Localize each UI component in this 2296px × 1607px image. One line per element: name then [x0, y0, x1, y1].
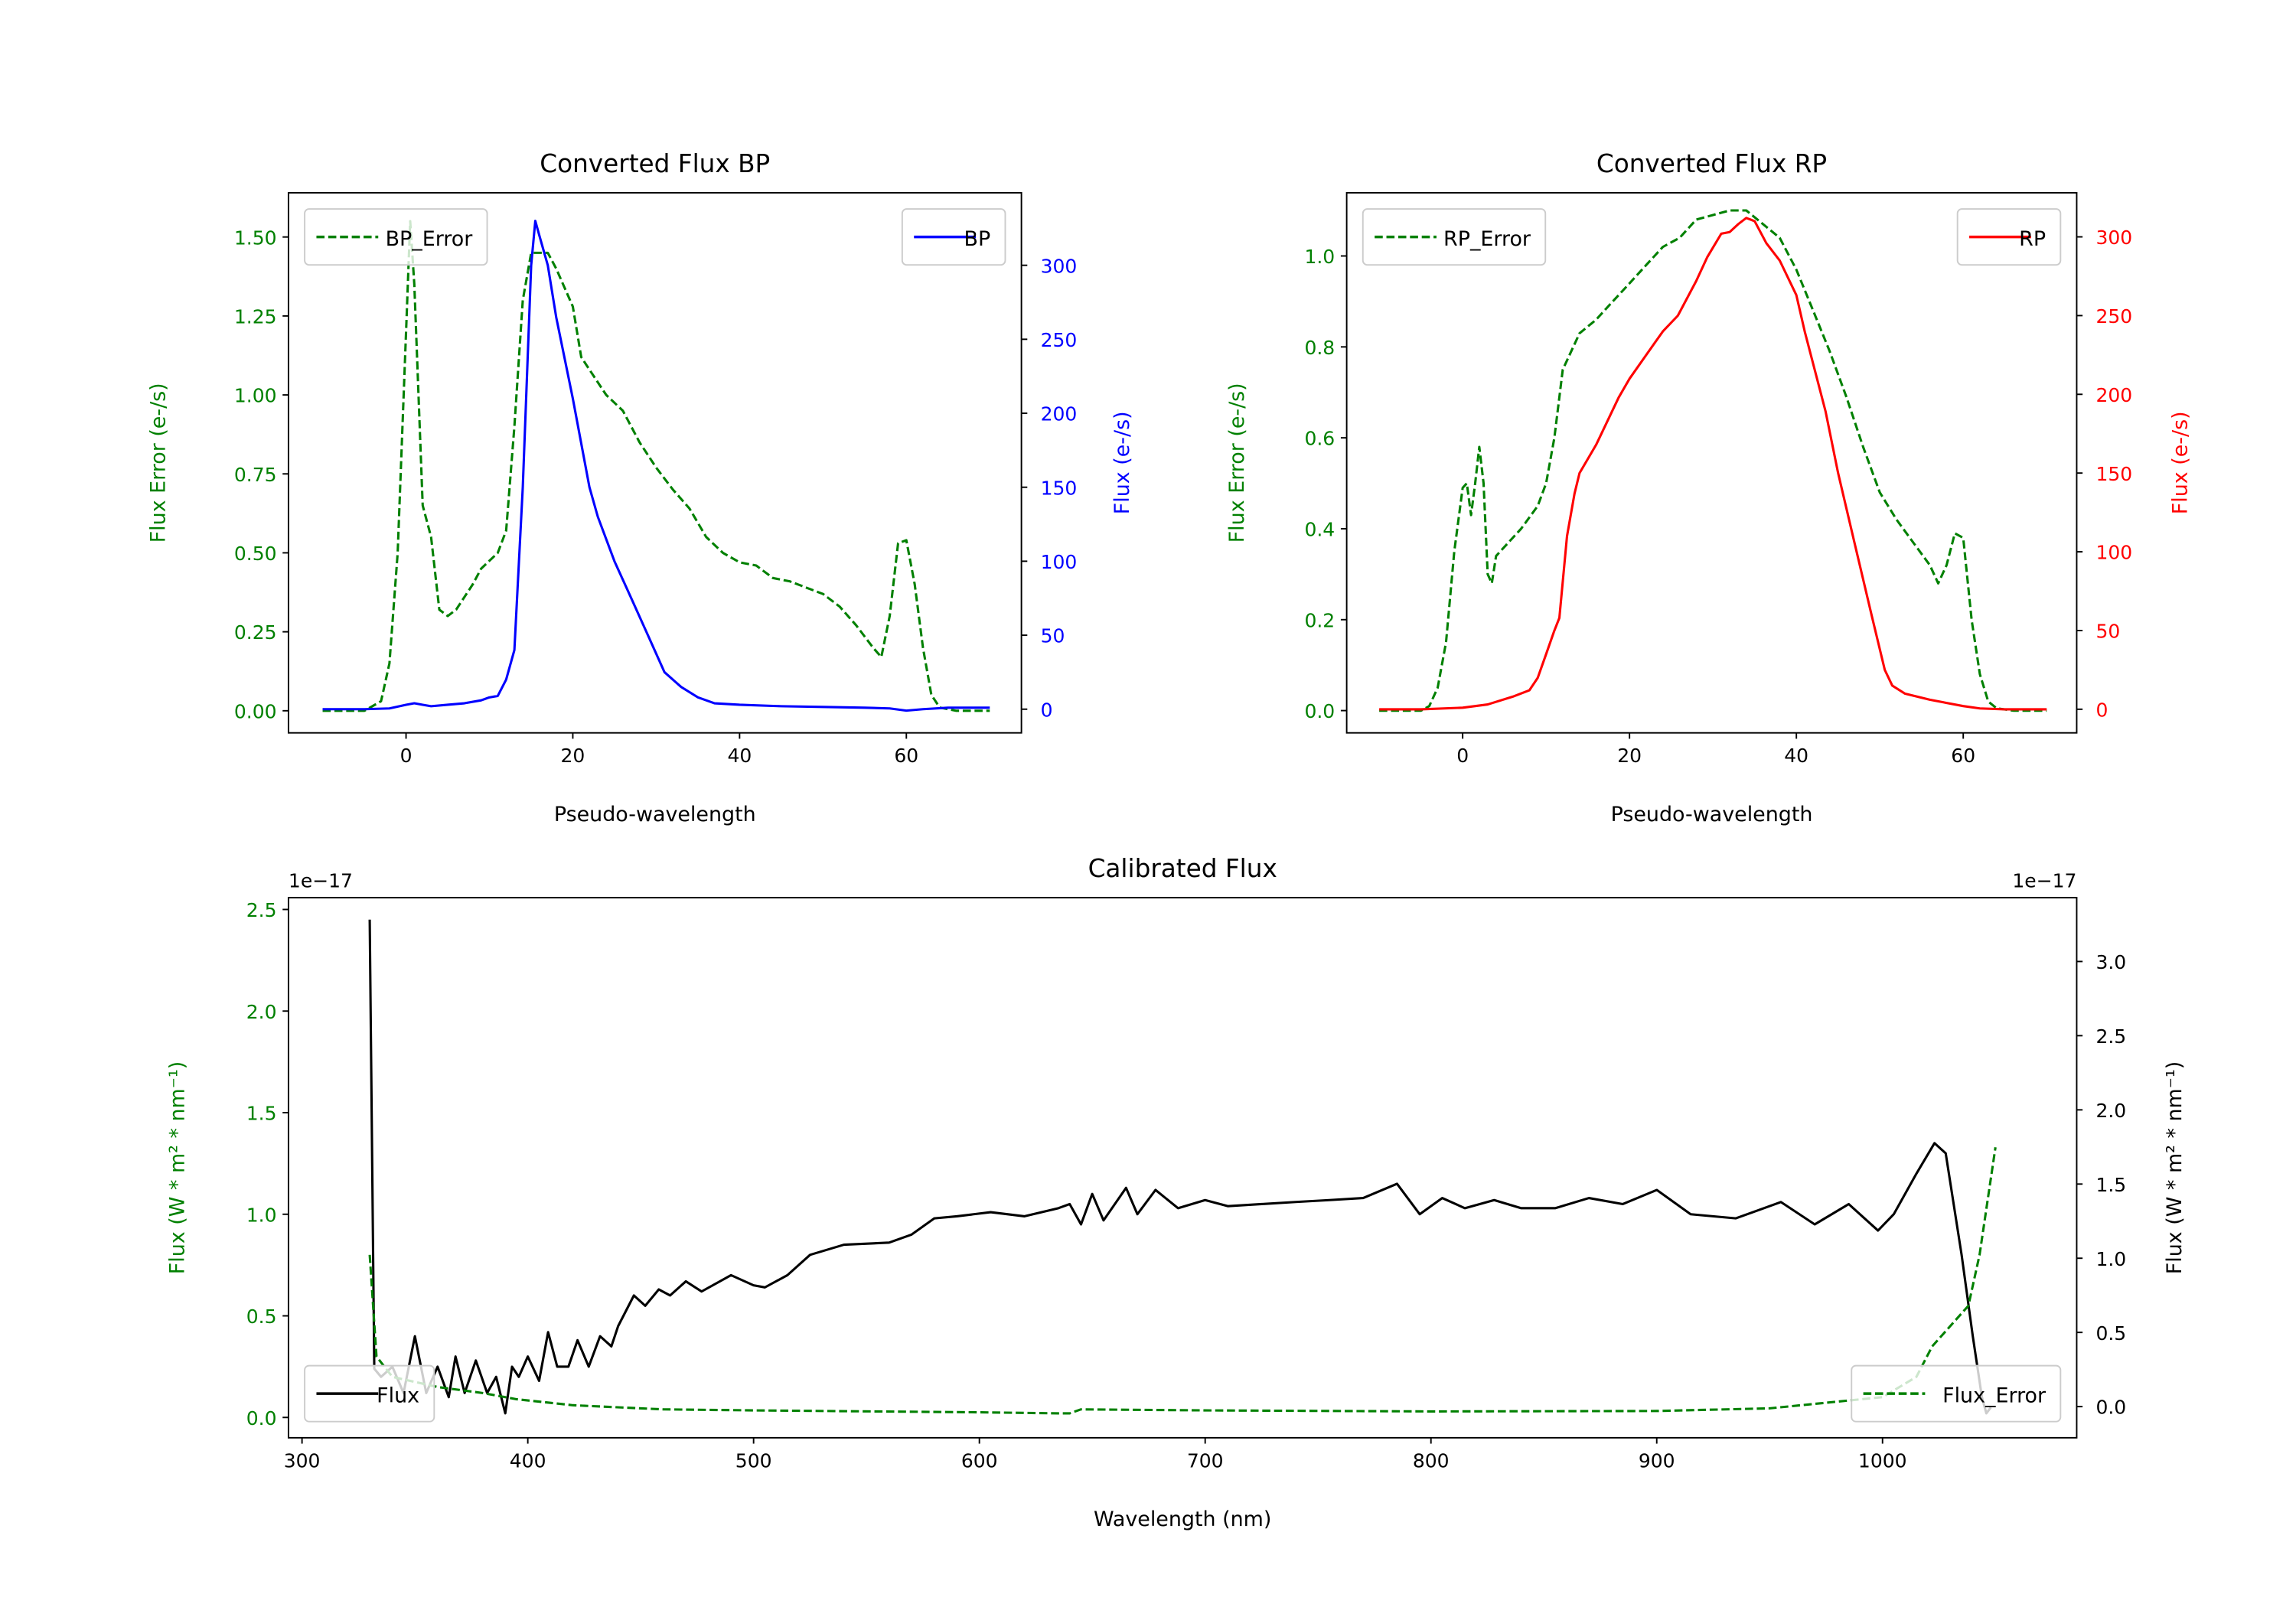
y-tick-label-right: 3.0 — [2095, 951, 2126, 973]
y-tick-label-right: 250 — [2095, 305, 2132, 328]
x-tick-label: 40 — [1784, 745, 1808, 767]
x-tick-label: 40 — [727, 745, 752, 767]
y-tick-label-left: 0.0 — [1304, 700, 1335, 722]
y-axis-label-left: Flux Error (e-/s) — [146, 383, 170, 543]
y-tick-label-right: 50 — [1041, 625, 1065, 647]
y-tick-label-right: 1.0 — [2095, 1248, 2126, 1270]
chart-panel-converted-flux-bp: 0 20 40 60 0.00 0.25 0.50 0.75 1.00 1.25 1.50 0 50 10… — [146, 149, 1134, 826]
y-tick-label-right: 2.0 — [2095, 1100, 2126, 1122]
y-tick-label-left: 0.00 — [234, 700, 277, 722]
y-tick-label-left: 2.5 — [246, 899, 277, 921]
series-line-bp-error — [322, 220, 990, 712]
y-tick-label-right: 150 — [1041, 477, 1078, 499]
series-line-flux — [368, 919, 1992, 1415]
x-axis-label: Pseudo-wavelength — [554, 803, 756, 826]
y-tick-label-right: 300 — [1041, 255, 1078, 277]
legend-label: RP — [2019, 227, 2046, 251]
y-tick-label-left: 1.00 — [234, 385, 277, 407]
axes-frame — [287, 191, 1022, 734]
y-tick-label-right: 200 — [2095, 384, 2132, 406]
y-tick-label-right: 150 — [2095, 463, 2132, 485]
y-tick-label-right: 250 — [1041, 329, 1078, 351]
legend-bp-error: BP_Error — [304, 208, 488, 266]
y-tick-label-right: 2.5 — [2095, 1025, 2126, 1048]
y-tick-label-right: 100 — [1041, 551, 1078, 573]
y-tick-label-left: 1.0 — [1304, 246, 1335, 268]
x-tick-label: 800 — [1413, 1449, 1450, 1472]
y-tick-label-left: 0.25 — [234, 621, 277, 644]
x-tick-label: 0 — [1456, 745, 1469, 767]
legend-bp: BP — [901, 208, 1006, 266]
series-line-bp — [322, 220, 990, 712]
legend-label: BP_Error — [386, 227, 474, 251]
x-tick-label: 20 — [1617, 745, 1642, 767]
y-tick-label-right: 50 — [2095, 621, 2120, 643]
y-tick-label-right: 0.5 — [2095, 1322, 2126, 1345]
y-axis-label-right: Flux (e-/s) — [2169, 411, 2193, 514]
series-line-rp-error — [1379, 209, 2047, 712]
y-tick-label-left: 0.75 — [234, 464, 277, 486]
x-tick-label: 900 — [1639, 1449, 1675, 1472]
y-axis-label-right: Flux (e-/s) — [1110, 411, 1134, 514]
legend-box — [1362, 208, 1547, 266]
x-tick-label: 60 — [1951, 745, 1975, 767]
legend-label: RP_Error — [1443, 227, 1531, 251]
y-axis-label-right: Flux (W * m² * nm⁻¹) — [2163, 1061, 2187, 1274]
y-tick-label-left: 1.5 — [246, 1103, 277, 1125]
y-tick-label-left: 1.25 — [234, 306, 277, 328]
y-tick-label-left: 0.4 — [1304, 519, 1335, 541]
offset-text-right: 1e−17 — [2012, 870, 2076, 892]
series-line-rp — [1379, 217, 2047, 711]
series-line-flux-error — [368, 1147, 1997, 1415]
y-tick-label-left: 0.0 — [246, 1407, 277, 1429]
x-tick-label: 300 — [284, 1449, 321, 1472]
y-tick-label-left: 0.50 — [234, 543, 277, 565]
y-tick-label-left: 0.2 — [1304, 609, 1335, 631]
x-tick-label: 500 — [735, 1449, 772, 1472]
legend-label: Flux — [377, 1384, 419, 1408]
x-tick-label: 700 — [1187, 1449, 1224, 1472]
legend-box — [304, 208, 488, 266]
legend-label: Flux_Error — [1942, 1384, 2047, 1408]
y-tick-label-right: 200 — [1041, 403, 1078, 425]
legend-label: BP — [964, 227, 991, 251]
x-tick-label: 600 — [961, 1449, 998, 1472]
y-tick-label-right: 0 — [2095, 699, 2108, 721]
offset-text-left: 1e−17 — [289, 870, 353, 892]
x-axis-label: Wavelength (nm) — [1094, 1508, 1271, 1531]
legend-flux: Flux — [304, 1364, 435, 1423]
legend-rp: RP — [1956, 208, 2062, 266]
x-tick-label: 0 — [400, 745, 413, 767]
legend-box — [1851, 1364, 2062, 1423]
y-tick-label-left: 0.8 — [1304, 337, 1335, 359]
legend-rp-error: RP_Error — [1362, 208, 1547, 266]
legend-flux-error: Flux_Error — [1851, 1364, 2062, 1423]
axes-frame — [287, 897, 2078, 1439]
y-tick-label-right: 0.0 — [2095, 1397, 2126, 1419]
y-tick-label-right: 1.5 — [2095, 1174, 2126, 1196]
y-tick-label-left: 0.6 — [1304, 428, 1335, 450]
y-tick-label-left: 1.0 — [246, 1204, 277, 1226]
y-tick-label-left: 2.0 — [246, 1001, 277, 1023]
axes-frame — [1345, 191, 2078, 734]
x-axis-label: Pseudo-wavelength — [1611, 803, 1813, 826]
chart-panel-converted-flux-rp: 0 20 40 60 0.0 0.2 0.4 0.6 0.8 1.0 0 50 100 150 200 250… — [1225, 149, 2193, 826]
y-axis-label-left: Flux (W * m² * nm⁻¹) — [165, 1061, 189, 1274]
x-tick-label: 20 — [561, 745, 585, 767]
y-tick-label-left: 1.50 — [234, 227, 277, 249]
y-tick-label-left: 0.5 — [246, 1305, 277, 1328]
x-tick-label: 400 — [510, 1449, 546, 1472]
y-axis-label-left: Flux Error (e-/s) — [1225, 383, 1249, 543]
chart-panel-calibrated-flux: 300 400 500 600 700 800 900 1000 0.0 0.5 1.0 1.5 2.0… — [165, 854, 2187, 1531]
y-tick-label-right: 0 — [1041, 699, 1053, 721]
y-tick-label-right: 100 — [2095, 542, 2132, 564]
y-tick-label-right: 300 — [2095, 227, 2132, 249]
chart-title: Converted Flux RP — [1596, 149, 1827, 178]
x-tick-label: 60 — [894, 745, 918, 767]
chart-title: Converted Flux BP — [540, 149, 770, 178]
x-tick-label: 1000 — [1858, 1449, 1907, 1472]
chart-title: Calibrated Flux — [1088, 854, 1277, 883]
